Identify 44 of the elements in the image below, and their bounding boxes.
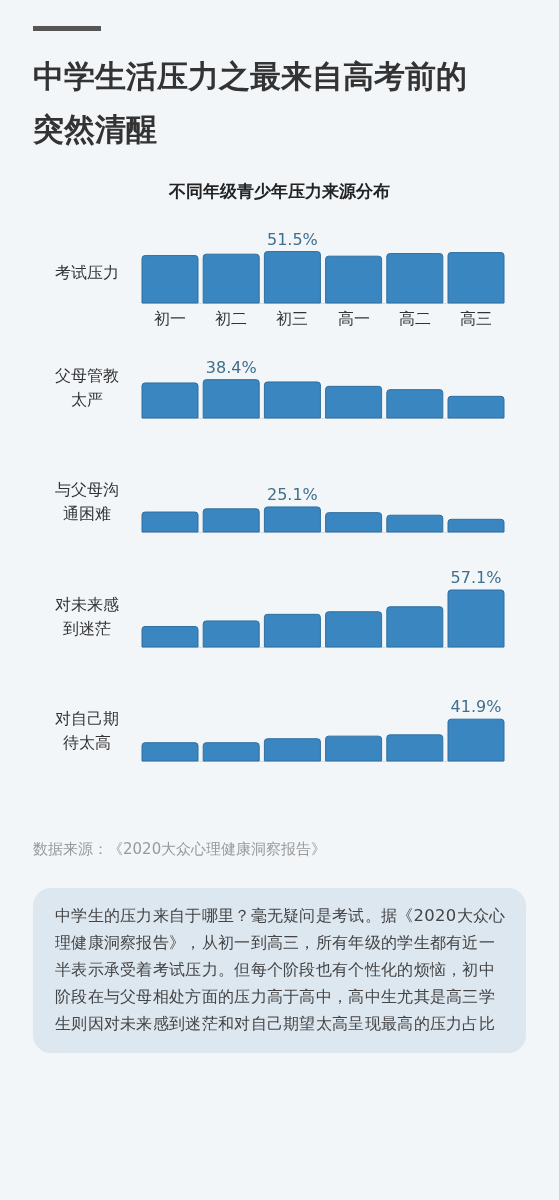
x-tick-label: 高一 bbox=[336, 309, 371, 330]
y-axis-title: 对自己期待太高 bbox=[54, 708, 120, 754]
bar bbox=[263, 506, 321, 533]
bar bbox=[386, 734, 444, 762]
data-label: 41.9% bbox=[450, 697, 502, 717]
chart-subtitle: 不同年级青少年压力来源分布 bbox=[168, 180, 391, 203]
bar bbox=[386, 388, 444, 418]
bar bbox=[263, 380, 321, 418]
y-axis-title: 父母管教太严 bbox=[54, 364, 120, 411]
x-tick-label: 高三 bbox=[459, 309, 493, 330]
bar bbox=[141, 742, 199, 762]
bar bbox=[141, 625, 199, 647]
y-axis-title: 与父母沟通困难 bbox=[54, 479, 120, 525]
x-tick-label: 初二 bbox=[214, 309, 249, 330]
bar bbox=[447, 589, 505, 647]
bar bbox=[325, 735, 383, 762]
data-label: 51.5% bbox=[266, 229, 318, 249]
y-axis-title: 对未来感到迷茫 bbox=[54, 593, 120, 640]
bar bbox=[447, 395, 505, 418]
source-note: 数据来源：《2020大众心理健康洞察报告》 bbox=[33, 840, 328, 859]
data-label: 57.1% bbox=[450, 567, 502, 587]
bar bbox=[141, 511, 199, 533]
bar bbox=[202, 619, 260, 647]
bar bbox=[325, 385, 383, 418]
bar bbox=[447, 518, 505, 533]
data-label: 25.1% bbox=[266, 484, 318, 504]
bar bbox=[325, 610, 383, 647]
x-tick-label: 初一 bbox=[153, 309, 187, 330]
bar bbox=[202, 378, 260, 418]
bar bbox=[386, 605, 444, 647]
bar bbox=[447, 718, 505, 762]
x-tick-label: 初三 bbox=[275, 309, 310, 330]
y-axis-title: 考试压力 bbox=[54, 262, 120, 284]
bar bbox=[141, 381, 199, 418]
chart-title: 中学生活压力之最来自高考前的突然清醒 bbox=[33, 57, 468, 149]
text: 中学生的压力来自于哪里？毫无疑问是考试。据《2020大众心理健康洞察报告》，从初一到高三，所有年级的学生都有近一半表示承受着考试压力。但每个阶段也有个性化的烦恼，初中阶段在与父母相处方面的压力高于高中，高中生尤其是高三学生则因对未来感到迷茫和对自己期望太高呈现最高的压力占比 bbox=[33, 888, 526, 1053]
bar bbox=[263, 613, 321, 647]
data-label: 38.4% bbox=[205, 357, 257, 377]
bar bbox=[386, 514, 444, 533]
bar bbox=[202, 508, 260, 533]
x-tick-label: 高二 bbox=[397, 309, 432, 330]
bar bbox=[325, 512, 383, 533]
bar bbox=[263, 738, 321, 762]
bar bbox=[202, 742, 260, 762]
